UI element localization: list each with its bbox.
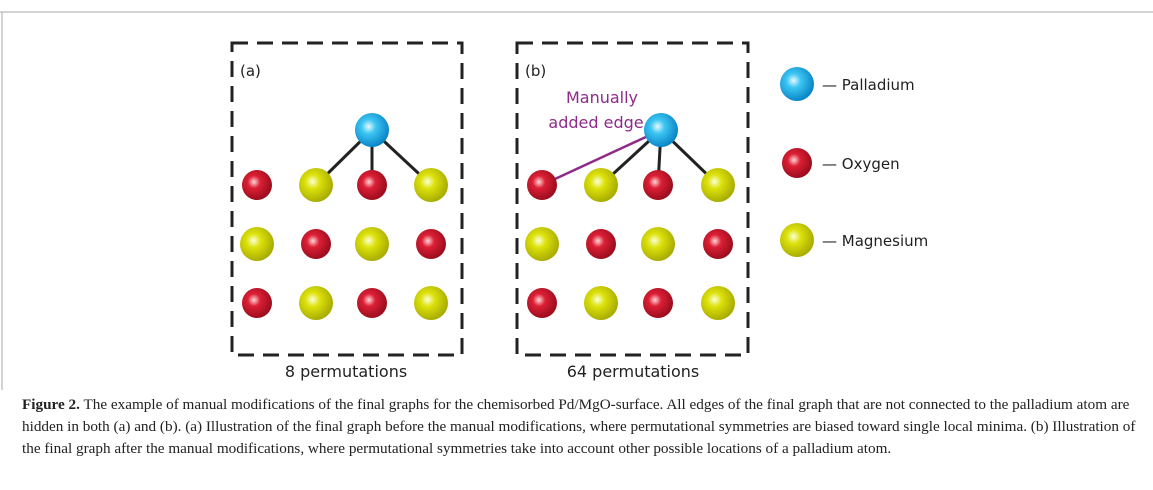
legend-label: — Oxygen (822, 155, 900, 173)
panel-label: (b) (525, 62, 546, 80)
magnesium-atom (240, 227, 274, 261)
oxygen-atom (301, 229, 331, 259)
oxygen-atom (527, 170, 557, 200)
panel-footer: 8 permutations (285, 362, 407, 381)
figure: (a) (b) 8 permutations 64 permutations M… (0, 0, 1153, 390)
magnesium-atom (701, 286, 735, 320)
magnesium-atom (641, 227, 675, 261)
oxygen-atom (242, 170, 272, 200)
caption-label: Figure 2. (22, 396, 80, 413)
annotation: added edge (548, 113, 643, 132)
oxygen-atom (703, 229, 733, 259)
magnesium-atom (299, 168, 333, 202)
magnesium-atom (584, 286, 618, 320)
annotation: Manually (566, 88, 638, 107)
magnesium-atom (525, 227, 559, 261)
oxygen-atom (242, 288, 272, 318)
magnesium-atom (414, 286, 448, 320)
legend-label: — Magnesium (822, 232, 928, 250)
oxygen-atom (357, 170, 387, 200)
panel-footer: 64 permutations (567, 362, 700, 381)
magnesium-atom (701, 168, 735, 202)
panel-label: (a) (240, 62, 261, 80)
caption: Figure 2. The example of manual modifica… (22, 394, 1137, 460)
palladium-atom (644, 113, 678, 147)
oxygen-atom (643, 170, 673, 200)
legend-magnesium (780, 223, 814, 257)
magnesium-atom (299, 286, 333, 320)
oxygen-atom (643, 288, 673, 318)
magnesium-atom (414, 168, 448, 202)
magnesium-atom (584, 168, 618, 202)
palladium-atom (355, 113, 389, 147)
legend-palladium (780, 67, 814, 101)
page: (a) (b) 8 permutations 64 permutations M… (0, 0, 1153, 490)
oxygen-atom (357, 288, 387, 318)
oxygen-atom (416, 229, 446, 259)
caption-text: The example of manual modifications of t… (22, 396, 1135, 457)
oxygen-atom (527, 288, 557, 318)
magnesium-atom (355, 227, 389, 261)
legend-oxygen (782, 148, 812, 178)
legend-label: — Palladium (822, 76, 915, 94)
oxygen-atom (586, 229, 616, 259)
